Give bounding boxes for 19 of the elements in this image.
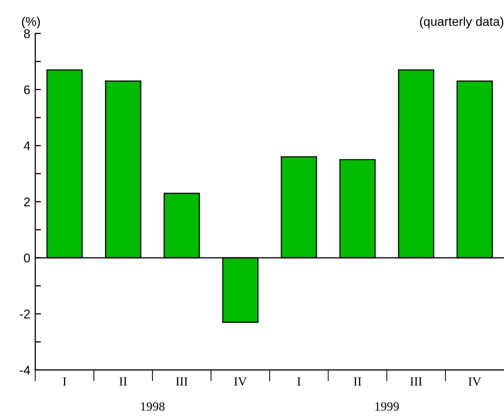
x-tick-label: II [119,377,127,386]
text: 1999 [375,402,399,411]
y-tick-label: 4 [24,142,30,150]
x-tick-label: IV [468,377,482,386]
y-tick-label: 6 [24,85,30,94]
text: 1998 [141,402,164,411]
x-tick-label: III [410,377,422,386]
x-tick-label: IV [234,377,247,386]
text: (quarterly data) [420,16,504,28]
x-tick-label: III [176,377,188,386]
y-tick-label: 2 [24,197,30,206]
y-tick-label: -4 [20,366,30,374]
x-tick-label: II [354,377,362,386]
y-tick-label: 8 [24,29,30,38]
x-tick-label: I [297,377,301,386]
x-tick-label: I [62,377,66,386]
y-tick-label: -2 [20,310,30,318]
y-tick-label: 0 [24,254,30,262]
y-axis-title: (%) [22,16,40,28]
